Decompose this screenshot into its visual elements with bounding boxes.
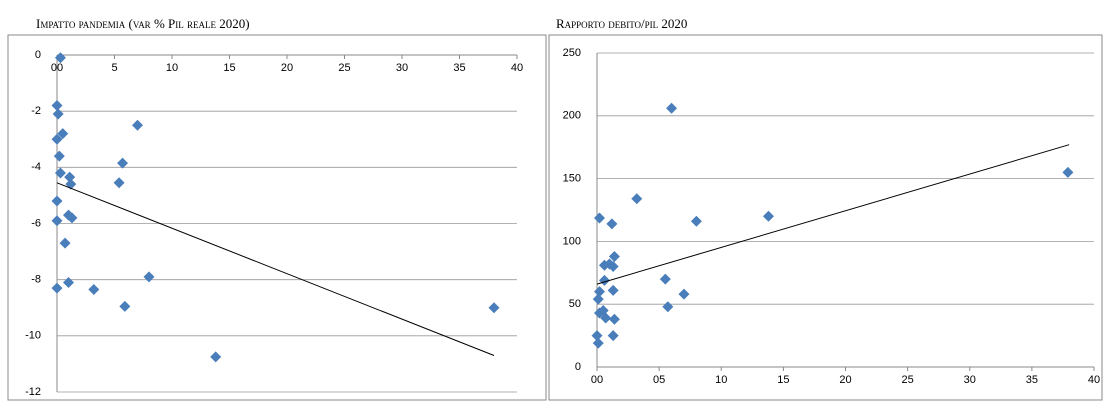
x-tick-label: 40 — [1088, 374, 1100, 386]
x-tick-label: 25 — [902, 374, 914, 386]
y-tick-label: -2 — [31, 105, 41, 117]
x-tick-label: 25 — [338, 62, 350, 74]
point — [88, 283, 100, 295]
point — [666, 102, 678, 114]
frame — [7, 34, 547, 401]
x-tick-label: 00 — [591, 374, 603, 386]
x-tick-label: 30 — [964, 374, 976, 386]
x-tick-label: 40 — [511, 62, 523, 74]
y-tick-label: 150 — [563, 173, 581, 185]
x-tick-label: 30 — [396, 62, 408, 74]
point — [607, 330, 619, 342]
x-tick-label: 5 — [111, 62, 117, 74]
trendline — [56, 182, 495, 356]
point — [117, 157, 129, 169]
point — [210, 351, 222, 363]
point — [607, 284, 619, 296]
x-tick-label: 10 — [166, 62, 178, 74]
y-tick-label: -12 — [25, 386, 41, 398]
point — [598, 259, 610, 271]
point — [659, 273, 671, 285]
point — [592, 293, 604, 305]
point — [607, 261, 619, 273]
point — [631, 193, 643, 205]
point — [762, 210, 774, 222]
point — [119, 300, 131, 312]
point — [57, 128, 69, 140]
x-tick-label: 15 — [777, 374, 789, 386]
point — [662, 301, 674, 313]
x-tick-label: 35 — [1026, 374, 1038, 386]
point — [132, 119, 143, 131]
point — [608, 250, 620, 262]
point — [54, 52, 66, 64]
point — [54, 167, 66, 179]
y-tick-label: -4 — [31, 161, 41, 173]
x-tick-label: 20 — [839, 374, 851, 386]
y-tick-label: 0 — [35, 49, 41, 61]
point — [678, 288, 690, 300]
point — [1062, 166, 1074, 178]
x-tick-label: 10 — [715, 374, 727, 386]
y-tick-label: 100 — [563, 235, 581, 247]
point — [51, 215, 63, 227]
x-tick-label: 15 — [223, 62, 235, 74]
y-tick-label: 0 — [575, 361, 581, 373]
point — [690, 215, 702, 227]
x-tick-label: 05 — [653, 374, 665, 386]
x-tick-label: 20 — [281, 62, 293, 74]
y-tick-label: -6 — [31, 217, 41, 229]
point — [59, 237, 71, 249]
point — [51, 100, 63, 112]
y-tick-label: 200 — [563, 110, 581, 122]
point — [63, 276, 74, 288]
point — [591, 330, 603, 342]
point — [51, 282, 63, 294]
chart-title: Rapporto debito/pil 2020 — [556, 16, 687, 31]
point — [66, 212, 78, 224]
point — [600, 312, 612, 324]
point — [51, 133, 63, 145]
point — [52, 108, 64, 120]
y-tick-label: -10 — [25, 330, 41, 342]
point — [608, 313, 620, 325]
x-tick-label: 35 — [453, 62, 465, 74]
y-tick-label: 50 — [569, 298, 581, 310]
y-tick-label: 250 — [563, 47, 581, 59]
point — [593, 212, 605, 224]
point — [593, 307, 605, 319]
point — [592, 337, 604, 349]
point — [606, 218, 618, 230]
chart-title: Impatto pandemia (var % Pil reale 2020) — [36, 16, 250, 31]
point — [143, 271, 155, 283]
point — [113, 177, 125, 189]
point — [488, 302, 500, 314]
point — [64, 171, 76, 183]
point — [53, 150, 65, 162]
frame — [548, 34, 1103, 401]
y-tick-label: -8 — [31, 274, 41, 286]
trendline — [596, 144, 1070, 285]
point — [593, 286, 605, 298]
x-tick-label: 00 — [51, 62, 63, 74]
point — [51, 195, 63, 207]
